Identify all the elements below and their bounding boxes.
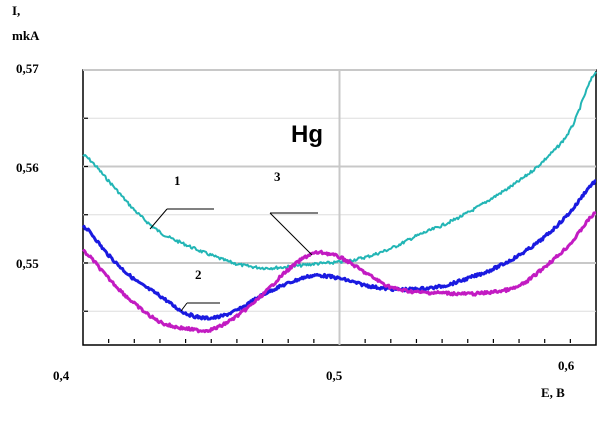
chart-title: Hg: [291, 121, 323, 148]
annotation-leader-2: [180, 302, 220, 312]
series-line-1: [82, 71, 597, 271]
minor-ticks: [84, 117, 571, 343]
x-axis-label: E, B: [541, 385, 565, 400]
y-tick-label: 0,56: [16, 160, 39, 175]
y-tick-label: 0,55: [16, 256, 39, 271]
y-axis-label-line2: mkA: [12, 28, 40, 43]
series-line-3: [82, 211, 597, 334]
grid: [83, 69, 596, 345]
series-line-2: [81, 179, 597, 321]
annotation-leaders: [149, 208, 318, 312]
x-tick-label: 0,4: [53, 368, 70, 383]
annotation-label-2: 2: [195, 267, 202, 282]
annotation-leader-1: [149, 208, 214, 230]
annotation-label-1: 1: [174, 173, 181, 188]
annotation-label-3: 3: [274, 169, 281, 184]
y-axis-label-line1: I,: [12, 3, 20, 18]
x-tick-label: 0,5: [326, 368, 343, 383]
annotation-leader-3: [269, 212, 318, 256]
x-tick-label: 0,6: [558, 358, 575, 373]
y-tick-label: 0,57: [16, 61, 39, 76]
series-layer: [81, 71, 597, 334]
